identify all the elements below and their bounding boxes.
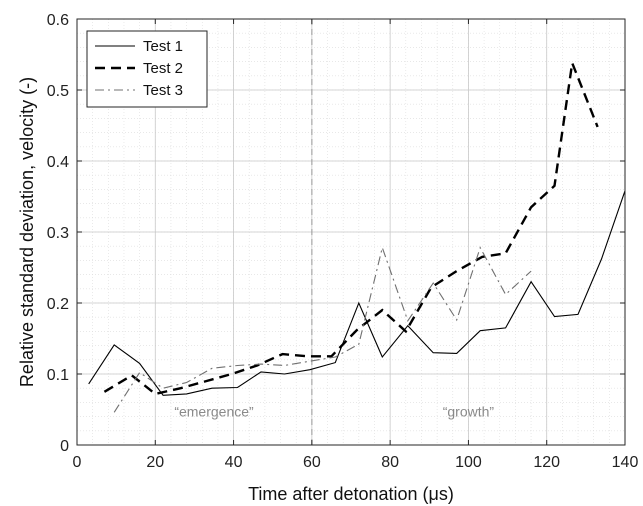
y-tick-label: 0 (60, 438, 69, 455)
annotation-label: “growth” (443, 404, 495, 420)
y-tick-label: 0.1 (47, 367, 69, 384)
x-tick-label: 80 (381, 454, 399, 471)
series-line-3 (113, 245, 532, 413)
legend-box (86, 30, 208, 108)
y-tick-label: 0.5 (47, 83, 69, 100)
legend-label-1: Test 1 (143, 38, 183, 55)
x-tick-label: 100 (455, 454, 482, 471)
axis-ticks: 0 20 40 60 80 100 120 140 0 0.1 0.2 0.3 0.4 0.5 0.6 (47, 12, 639, 471)
legend-label-2: Test 2 (143, 60, 183, 77)
series-line-1 (88, 190, 626, 396)
x-tick-label: 20 (146, 454, 164, 471)
x-axis-label: Time after detonation (μs) (248, 484, 454, 504)
x-tick-label: 40 (225, 454, 243, 471)
x-tick-label: 0 (73, 454, 82, 471)
series-line-2 (103, 58, 599, 396)
x-tick-label: 120 (533, 454, 560, 471)
y-tick-label: 0.4 (47, 154, 69, 171)
y-tick-label: 0.3 (47, 225, 69, 242)
x-tick-label: 60 (303, 454, 321, 471)
annotations: “emergence” “growth” (174, 404, 494, 420)
y-axis-label: Relative standard deviation, velocity (-… (17, 77, 37, 387)
annotation-label: “emergence” (174, 404, 254, 420)
x-tick-label: 140 (612, 454, 639, 471)
series-layer (88, 58, 626, 413)
y-tick-label: 0.2 (47, 296, 69, 313)
legend: Test 1 Test 2 Test 3 (86, 30, 208, 108)
legend-label-3: Test 3 (143, 82, 183, 99)
y-tick-label: 0.6 (47, 12, 69, 29)
